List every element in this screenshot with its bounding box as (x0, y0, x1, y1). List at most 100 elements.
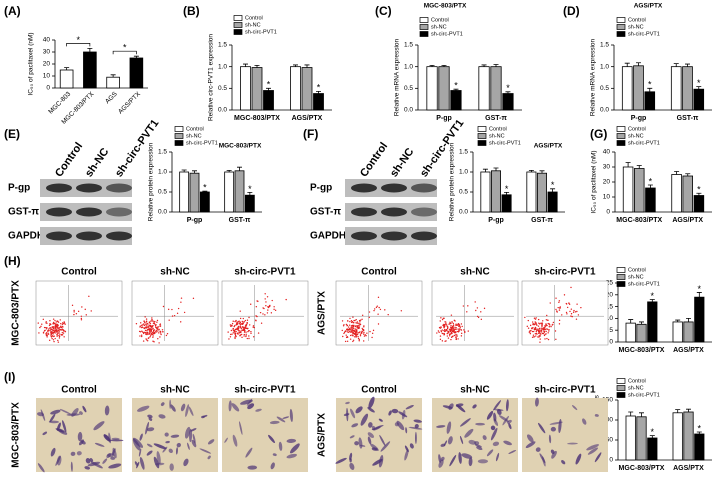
column-label: Control (61, 267, 97, 278)
flow-event (238, 320, 240, 322)
cell (185, 404, 189, 417)
flow-event (453, 334, 456, 337)
flow-event (443, 317, 445, 319)
cell (278, 441, 283, 451)
flow-event (533, 317, 536, 319)
flow-event (57, 328, 59, 330)
significance-star: * (267, 80, 271, 90)
bar (490, 170, 501, 213)
flow-event (545, 323, 547, 326)
flow-plot (521, 280, 609, 346)
flow-event (345, 334, 347, 336)
flow-event (266, 296, 269, 298)
flow-event (358, 325, 361, 327)
cell (286, 438, 297, 443)
flow-event (448, 329, 451, 331)
cell (201, 415, 206, 419)
cell (582, 418, 587, 425)
error-bar (628, 411, 634, 416)
flow-event (534, 323, 536, 325)
error-bar (550, 188, 556, 192)
bar (633, 65, 644, 111)
cell (103, 434, 111, 443)
flow-event (55, 324, 57, 326)
cell (207, 455, 211, 460)
flow-event (260, 322, 263, 324)
cell (409, 443, 414, 449)
column-label: sh-circ-PVT1 (234, 385, 296, 396)
cell (449, 454, 457, 467)
flow-event (577, 314, 580, 316)
flow-event (52, 333, 54, 335)
flow-event (267, 309, 269, 311)
error-bar (686, 408, 691, 412)
flow-event (532, 334, 535, 336)
flow-event (352, 329, 355, 332)
flow-event (264, 314, 266, 316)
flow-event (235, 324, 237, 326)
cell (550, 426, 556, 432)
legend-swatch (174, 126, 184, 132)
flow-event (531, 327, 533, 330)
flow-event (576, 303, 578, 305)
flow-event (353, 325, 355, 327)
flow-event (141, 330, 143, 332)
flow-event (248, 337, 250, 340)
flow-event (244, 330, 246, 332)
flow-event (450, 324, 452, 327)
flow-event (441, 329, 444, 331)
flow-event (360, 332, 363, 335)
cell (188, 406, 194, 417)
flow-event (159, 336, 161, 338)
cell (158, 414, 166, 419)
panel-label: (C) (375, 4, 392, 18)
cell (93, 421, 105, 431)
flow-event (558, 300, 561, 302)
flow-event (362, 340, 365, 342)
flow-event (572, 311, 575, 313)
flow-event (153, 331, 156, 334)
flow-event (536, 333, 538, 335)
flow-event (135, 323, 138, 325)
flow-event (535, 335, 537, 337)
bar (625, 415, 636, 461)
flow-event (537, 332, 540, 334)
flow-event (47, 332, 49, 334)
flow-event (141, 324, 143, 327)
x-tick-label: P-gp (436, 115, 452, 122)
error-bar (202, 190, 208, 192)
flow-event (62, 332, 65, 334)
flow-event (249, 324, 251, 326)
flow-event (357, 324, 359, 327)
flow-event (455, 327, 457, 329)
cell (493, 400, 502, 411)
flow-event (540, 322, 542, 324)
flow-event (355, 325, 357, 327)
flow-event (244, 327, 246, 330)
cell (37, 463, 45, 473)
flow-event (452, 335, 454, 337)
x-tick-label: AGS/PTX (673, 347, 704, 354)
flow-event (192, 297, 195, 300)
flow-event (234, 324, 236, 327)
y-tick-label: 0.5 (600, 85, 609, 92)
legend-swatch (233, 29, 243, 35)
cell (70, 461, 73, 472)
flow-event (535, 317, 537, 319)
flow-event (536, 328, 538, 330)
cell (535, 397, 539, 407)
cell (165, 440, 170, 444)
protein-label: P-gp (8, 183, 30, 194)
flow-event (147, 333, 149, 335)
flow-event (545, 325, 547, 327)
cell (493, 418, 499, 426)
flow-event (557, 306, 559, 309)
cell (548, 434, 552, 444)
flow-event (341, 329, 343, 332)
cell (160, 402, 165, 407)
flow-event (354, 328, 357, 330)
flow-event (145, 320, 148, 322)
flow-event (56, 333, 58, 336)
flow-event (378, 306, 380, 309)
